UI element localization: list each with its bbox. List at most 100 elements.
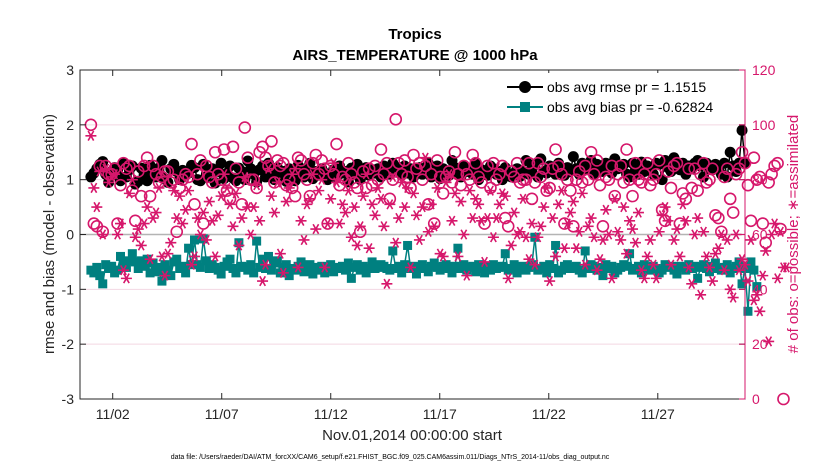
obs-assimilated-point [629, 237, 641, 248]
obs-assimilated-point [328, 158, 340, 169]
obs-possible-point [534, 170, 548, 184]
obs-possible-point [641, 156, 654, 170]
y2-tick-label: 60 [752, 227, 768, 243]
obs-possible-point [146, 159, 160, 173]
obs-possible-point [578, 159, 592, 173]
bias-point [160, 260, 170, 270]
obs-assimilated-point [576, 188, 588, 199]
bias-point [281, 260, 291, 270]
obs-assimilated-point [298, 234, 310, 246]
obs-possible-point [114, 178, 127, 192]
bias-point [450, 261, 460, 271]
obs-possible-point [217, 143, 231, 156]
obs-possible-point [587, 167, 601, 181]
bias-point [551, 240, 561, 250]
bias-point [184, 243, 194, 253]
chart-subtitle: AIRS_TEMPERATURE @ 1000 hPa [292, 47, 538, 64]
obs-assimilated-point [775, 226, 787, 237]
obs-possible-point [291, 151, 305, 165]
obs-assimilated-point [402, 182, 414, 194]
obs-assimilated-point [123, 188, 135, 199]
obs-possible-point [765, 167, 778, 181]
obs-assimilated-point [159, 270, 171, 281]
obs-possible-point [398, 154, 411, 167]
obs-assimilated-point [632, 207, 644, 218]
obs-assimilated-point [624, 215, 636, 226]
obs-assimilated-point [363, 243, 375, 254]
obs-assimilated-point [680, 215, 692, 226]
obs-assimilated-point [695, 289, 707, 301]
bias-point [255, 262, 265, 272]
bias-point [657, 265, 667, 275]
bias-point [453, 243, 463, 253]
obs-possible-point [182, 170, 195, 184]
bias-point [693, 273, 703, 283]
rmse-point [141, 175, 153, 187]
obs-assimilated-point [336, 199, 348, 210]
obs-assimilated-point [532, 232, 544, 243]
y-tick-label: 3 [66, 62, 74, 78]
obs-assimilated-point [766, 229, 778, 240]
obs-possible-point [723, 192, 737, 206]
bias-point [296, 257, 306, 267]
obs-possible-point [768, 159, 781, 173]
obs-possible-point [519, 173, 533, 186]
obs-assimilated-point [194, 229, 206, 240]
x-axis-label: Nov.01,2014 00:00:00 start [322, 427, 503, 444]
obs-possible-point [756, 217, 770, 230]
obs-assimilated-point [452, 251, 464, 262]
obs-assimilated-point [706, 275, 718, 287]
bias-point [252, 236, 262, 246]
obs-assimilated-point [588, 232, 600, 243]
obs-possible-point [436, 187, 450, 200]
obs-possible-point [540, 184, 553, 197]
obs-assimilated-point [233, 240, 245, 251]
obs-assimilated-point [621, 248, 633, 259]
bias-point [95, 271, 105, 281]
obs-possible-point [611, 167, 625, 181]
rmse-point [567, 151, 579, 163]
bias-point [124, 256, 134, 266]
y2-tick-label: 40 [752, 281, 768, 297]
bias-point [127, 249, 137, 259]
obs-assimilated-point [674, 251, 686, 262]
obs-possible-point [315, 154, 329, 167]
obs-assimilated-point [455, 196, 467, 207]
y2-tick-label: 120 [752, 62, 776, 78]
obs-assimilated-point [635, 264, 647, 276]
obs-possible-point [747, 151, 761, 165]
obs-assimilated-point [446, 215, 458, 226]
rmse-point [724, 146, 736, 158]
x-tick-label: 11/22 [532, 406, 566, 422]
obs-possible-point [140, 151, 154, 165]
obs-possible-point [262, 159, 275, 173]
y2-tick-label: 20 [752, 336, 768, 352]
obs-assimilated-point [458, 229, 470, 240]
obs-possible-point [380, 156, 394, 170]
obs-possible-point [706, 162, 719, 175]
obs-assimilated-point [354, 221, 366, 232]
obs-assimilated-point [212, 210, 224, 221]
obs-assimilated-point [188, 251, 200, 262]
obs-assimilated-point [416, 201, 428, 213]
obs-assimilated-point [345, 232, 357, 243]
obs-possible-point [191, 167, 204, 181]
obs-assimilated-point [425, 199, 437, 210]
bias-point [201, 256, 211, 266]
obs-assimilated-point [360, 168, 372, 180]
bias-point [178, 261, 188, 271]
obs-assimilated-point [671, 223, 683, 235]
bias-point [722, 260, 732, 270]
obs-assimilated-point [428, 221, 440, 232]
obs-possible-point [303, 189, 317, 203]
obs-assimilated-point [180, 204, 192, 216]
obs-assimilated-point [760, 245, 772, 257]
obs-assimilated-point [126, 174, 138, 185]
obs-assimilated-point [780, 262, 792, 273]
obs-assimilated-point [715, 229, 727, 240]
obs-possible-point [567, 219, 580, 233]
obs-assimilated-point [351, 240, 363, 251]
obs-assimilated-point [88, 182, 100, 194]
bias-point [340, 265, 350, 275]
obs-assimilated-point [168, 185, 180, 196]
